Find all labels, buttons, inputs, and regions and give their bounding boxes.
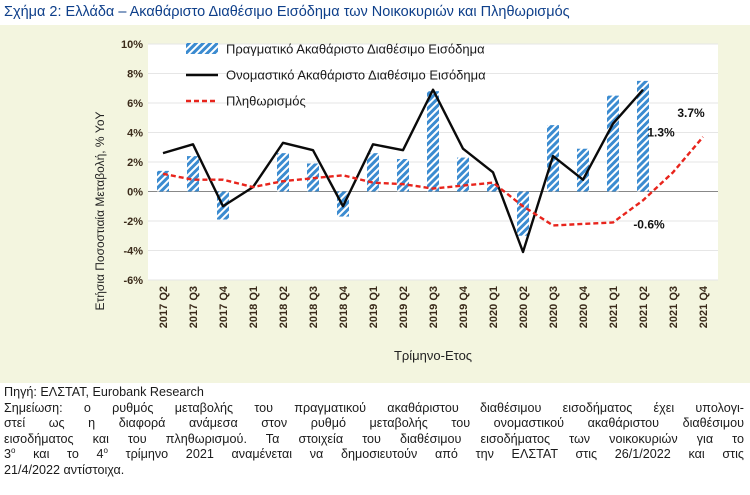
x-tick-label: 2017 Q4 [218,285,230,328]
y-tick-label: 10% [121,39,143,51]
x-tick-label: 2020 Q3 [548,286,560,328]
annotation-label: 3.7% [677,106,705,120]
y-axis-title: Ετήσια Ποσοστιαία Μεταβολή, % YoY [93,112,107,311]
bar-2019-Q3 [427,91,439,192]
bar-2019-Q2 [397,159,409,192]
y-tick-label: -4% [123,246,143,258]
bar-2020-Q4 [577,148,589,192]
x-tick-label: 2017 Q2 [158,286,170,328]
x-tick-label: 2017 Q3 [188,286,200,328]
x-tick-label: 2020 Q2 [518,286,530,328]
bar-2019-Q4 [457,157,469,192]
x-tick-label: 2020 Q4 [578,285,590,328]
x-tick-label: 2021 Q1 [608,286,620,328]
y-tick-label: 6% [127,98,143,110]
note-line-3: εισοδήματος και του πληθωρισμού. Τα στοι… [4,431,744,446]
note-line-5: 21/4/2022 αντίστοιχα. [4,462,125,477]
y-tick-label: -6% [123,275,143,287]
x-tick-label: 2021 Q3 [668,286,680,328]
bar-2017-Q2 [157,170,169,192]
annotation-label: -0.6% [633,217,665,231]
bar-2020-Q2 [517,191,529,236]
y-tick-label: 8% [127,69,143,81]
x-axis-title: Τρίμηνο-Ετος [394,348,472,363]
annotation-label: 1.3% [647,125,675,139]
note-line-4: 3ο και το 4ο τρίμηνο 2021 αναμένεται να … [4,447,744,463]
x-tick-label: 2019 Q4 [458,285,470,328]
bar-2017-Q3 [187,156,199,192]
note-line-2: στεί ως η διαφορά ανάμεσα στον ρυθμό μετ… [4,416,744,431]
y-tick-label: 4% [127,128,143,140]
bar-2018-Q2 [277,153,289,192]
x-tick-label: 2019 Q1 [368,286,380,328]
bar-2021-Q2 [637,80,649,192]
note-line-1: Σημείωση: ο ρυθμός μεταβολής του πραγματ… [4,400,744,415]
legend-swatch-bars [186,43,218,54]
note-line-4-part-c: τρίμηνο 2021 αναμένεται να δημοσιευτούν … [107,447,744,462]
bar-2020-Q1 [487,184,499,192]
inflation-line [162,136,704,227]
legend-label: Πληθωρισμός [226,94,306,109]
note-line-4-sup-2: ο [103,446,108,456]
x-tick-label: 2021 Q2 [638,286,650,328]
x-tick-label: 2019 Q3 [428,286,440,328]
source-text: Πηγή: ΕΛΣΤΑΤ, Eurobank Research [4,385,204,399]
figure-title: Σχήμα 2: Ελλάδα – Ακαθάριστο Διαθέσιμο Ε… [4,4,570,20]
bar-2021-Q1 [607,95,619,192]
footer: Πηγή: ΕΛΣΤΑΤ, Eurobank Research Σημείωση… [4,385,744,479]
bar-2019-Q1 [367,153,379,192]
legend-label: Ονομαστικό Ακαθάριστο Διαθέσιμο Εισόδημα [226,68,486,83]
note-line-4-part-b: και το 4 [15,447,104,462]
note-line-4-part-a: 3 [4,447,12,462]
x-tick-label: 2021 Q4 [698,285,710,328]
x-tick-label: 2018 Q4 [338,285,350,328]
x-tick-label: 2019 Q2 [398,286,410,328]
x-tick-label: 2018 Q1 [248,286,260,328]
chart: -6% -4% -2% 0% 2% 4% 6% 8% 10% 2017 Q2 2017 Q3 2017… [93,39,718,363]
legend-label: Πραγματικό Ακαθάριστο Διαθέσιμο Εισόδημα [226,42,485,57]
x-tick-label: 2020 Q1 [488,286,500,328]
note-line-4-sup-1: ο [11,446,16,456]
y-tick-label: 2% [127,157,143,169]
y-tick-label: -2% [123,216,143,228]
nominal-income-line [162,88,644,254]
x-tick-label: 2018 Q2 [278,286,290,328]
x-tick-label: 2018 Q3 [308,286,320,328]
y-tick-label: 0% [127,187,143,199]
